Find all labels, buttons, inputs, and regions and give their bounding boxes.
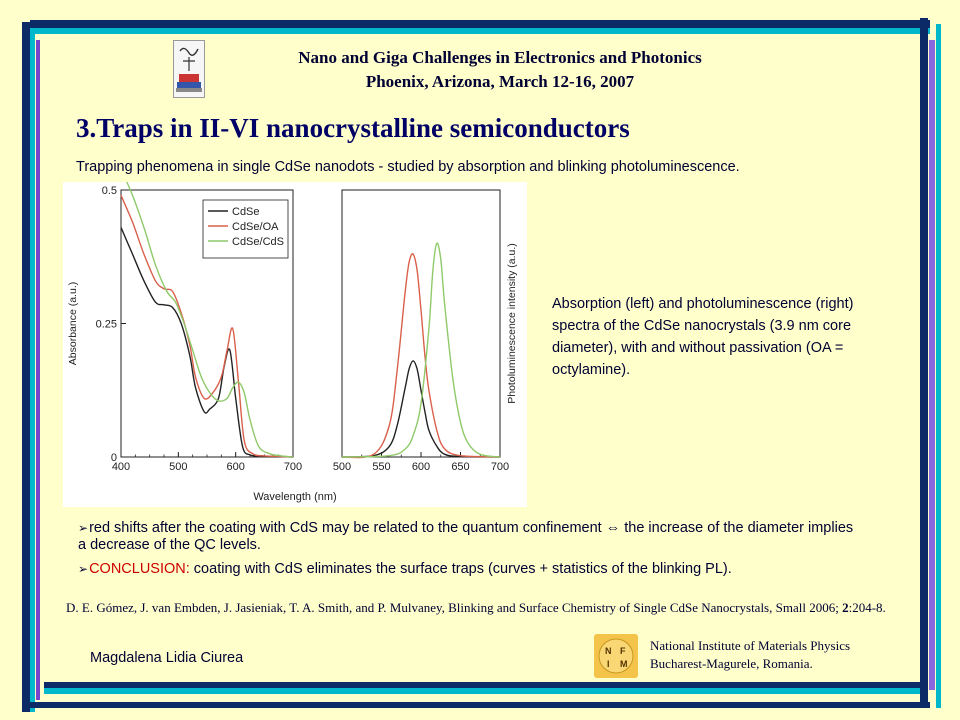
reference-volume: 2 (842, 600, 849, 615)
institute-logo: N F I M (594, 634, 638, 678)
bottom-bar-blue (44, 682, 920, 688)
x-tick-label-0-1: 500 (169, 461, 187, 473)
x-tick-label-1-4: 700 (491, 461, 509, 473)
conference-logo (173, 40, 205, 98)
series-line-1-cdseoa (341, 253, 501, 459)
y-tick-label-0-1: 0.25 (96, 319, 117, 331)
y-axis-label-1: Photoluminescence intensity (a.u.) (506, 243, 518, 404)
series-line-1-cdse (341, 360, 501, 458)
x-tick-label-1-1: 550 (372, 461, 390, 473)
conclusion-label: CONCLUSION: (89, 561, 190, 577)
conference-location-date: Phoenix, Arizona, March 12-16, 2007 (365, 72, 635, 91)
left-bar-dark (22, 22, 30, 712)
institute-location: Bucharest-Magurele, Romania. (650, 656, 813, 671)
logo-letter-f: F (620, 646, 626, 656)
bullet-arrow-icon: ➢ (78, 562, 89, 576)
conference-name: Nano and Giga Challenges in Electronics … (298, 48, 702, 67)
slide-title: 3.Traps in II-VI nanocrystalline semicon… (76, 113, 630, 143)
y-axis-label-0: Absorbance (a.u.) (67, 282, 79, 365)
bottom-bar-cyan (44, 688, 920, 694)
left-bar-purple (36, 40, 40, 700)
legend: CdSe CdSe/OA CdSe/CdS (202, 199, 289, 259)
series-line-0-cdsecds (120, 168, 294, 458)
reference: D. E. Gómez, J. van Embden, J. Jasieniak… (66, 597, 926, 618)
right-bar-cyan (936, 24, 941, 708)
legend-label-0: CdSe (232, 206, 260, 218)
institute-name: National Institute of Materials Physics (650, 638, 851, 653)
figure-caption: Absorption (left) and photoluminescence … (552, 296, 854, 378)
conclusion-text: coating with CdS eliminates the surface … (189, 561, 732, 577)
absorption-chart: 400 500 600 700 0 0.25 0.5 Absorbance (a.u.) CdS… (67, 168, 302, 473)
bullet-arrow-icon: ➢ (78, 521, 89, 535)
bottom-bar-dark (30, 702, 930, 708)
right-bar-dark (920, 18, 928, 708)
spectra-svg: 400 500 600 700 0 0.25 0.5 Absorbance (a.u.) CdS… (67, 168, 518, 503)
reference-text: D. E. Gómez, J. van Embden, J. Jasieniak… (66, 600, 843, 615)
photoluminescence-chart: 500 550 600 650 700 Photoluminescence intensi… (333, 189, 518, 473)
legend-box (202, 199, 289, 259)
bullet-red-shift-text: red shifts after the coating with CdS ma… (78, 520, 854, 553)
y-tick-label-0-2: 0.5 (102, 185, 117, 197)
logo-letter-m: M (620, 659, 628, 669)
legend-label-2: CdSe/CdS (232, 236, 284, 248)
x-tick-label-0-3: 700 (284, 461, 302, 473)
x-tick-label-1-3: 650 (451, 461, 469, 473)
slide-subtitle: Trapping phenomena in single CdSe nanodo… (76, 159, 740, 175)
top-bar-cyan (30, 28, 930, 34)
x-tick-label-1-2: 600 (412, 461, 430, 473)
reference-pages: :204-8. (848, 600, 886, 615)
series-line-0-cdseoa (120, 195, 294, 458)
top-bar-blue (30, 20, 930, 28)
chart-frame-1 (341, 189, 501, 458)
bullet-red-shift: ➢red shifts after the coating with CdS m… (78, 520, 858, 554)
series-line-0-cdse (120, 227, 294, 458)
legend-label-1: CdSe/OA (232, 221, 279, 233)
x-tick-label-0-2: 600 (226, 461, 244, 473)
left-bar-cyan (30, 28, 35, 712)
right-bar-purple (929, 40, 935, 690)
y-tick-label-0-0: 0 (111, 452, 117, 464)
logo-letter-i: I (607, 659, 610, 669)
bullet-conclusion: ➢CONCLUSION: coating with CdS eliminates… (78, 561, 878, 578)
spectra-figure: 400 500 600 700 0 0.25 0.5 Absorbance (a.u.) CdS… (63, 168, 527, 507)
x-tick-label-1-0: 500 (333, 461, 351, 473)
xlabel-shared: Wavelength (nm) (253, 491, 336, 503)
author-name: Magdalena Lidia Ciurea (90, 650, 244, 666)
logo-letter-n: N (605, 646, 612, 656)
series-line-1-cdsecds (341, 242, 501, 458)
x-tick-label-0-0: 400 (112, 461, 130, 473)
